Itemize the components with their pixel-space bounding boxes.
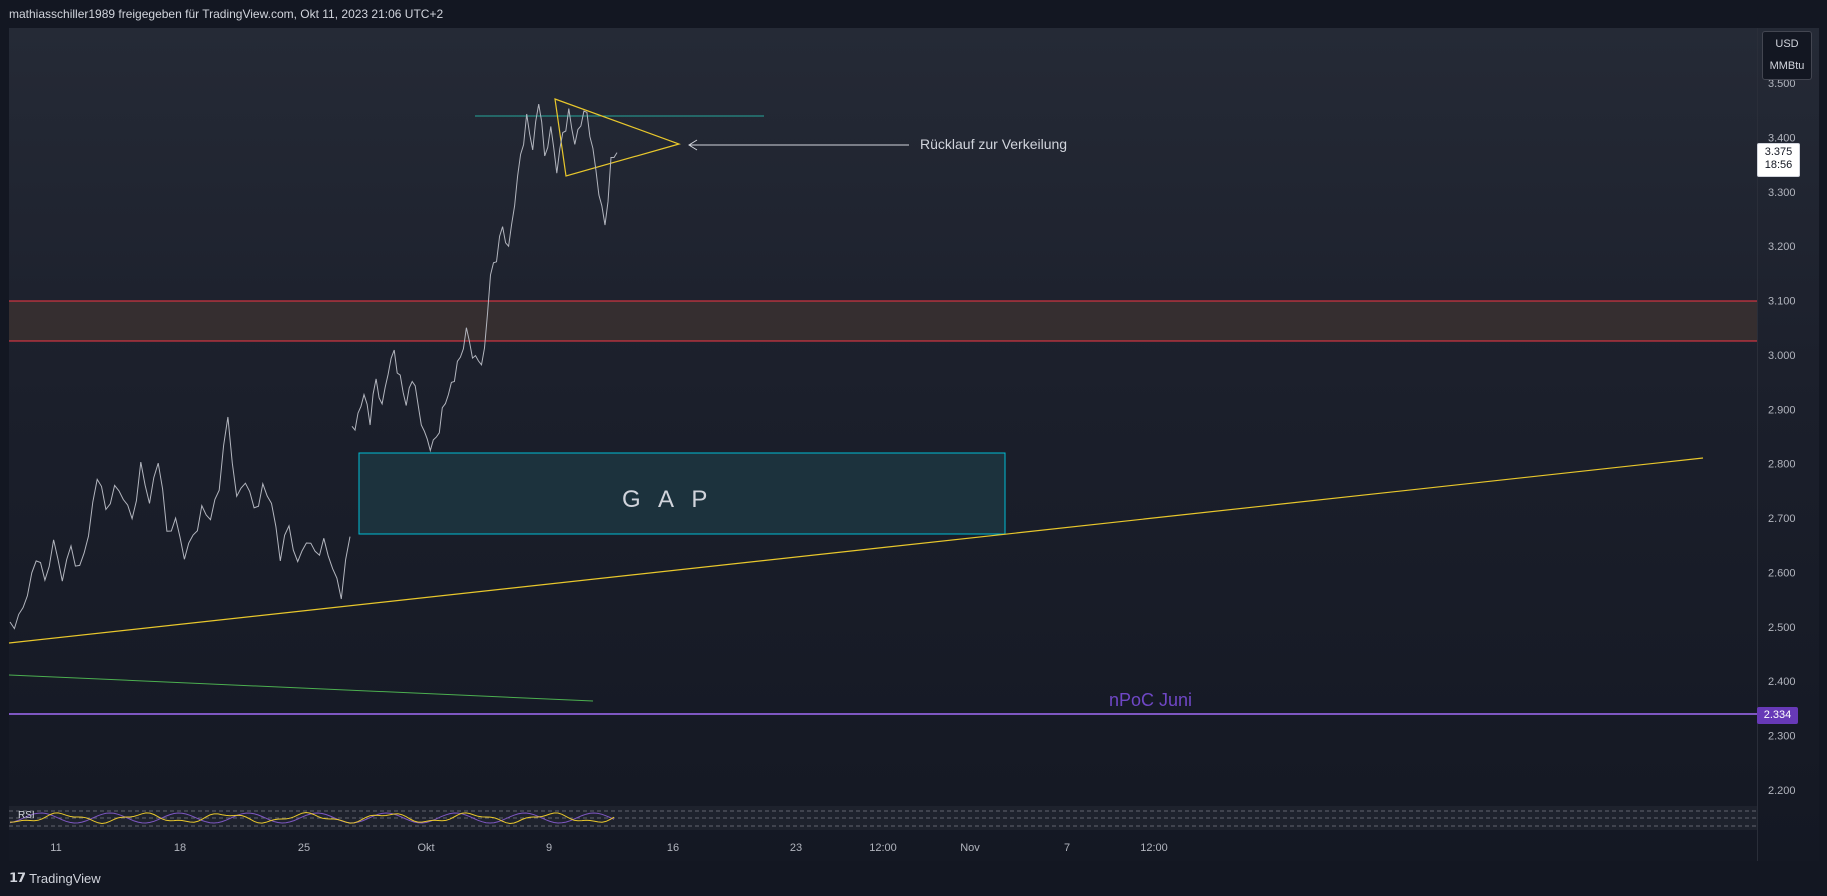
currency-label: USD (1775, 38, 1799, 50)
price-series-segment-2[interactable] (351, 104, 618, 453)
unit-label: MMBtu (1769, 60, 1805, 72)
x-tick-label: 25 (298, 842, 310, 854)
current-price-tag: 3.375 18:56 (1757, 143, 1800, 177)
y-tick-label: 2.400 (1768, 676, 1796, 688)
triangle-pattern[interactable] (554, 98, 681, 177)
resistance-zone[interactable] (9, 301, 1757, 341)
x-tick-label: 11 (50, 842, 61, 854)
bar-countdown: 18:56 (1764, 159, 1793, 171)
y-tick-label: 2.900 (1768, 404, 1796, 416)
x-tick-label: 16 (667, 842, 679, 854)
y-tick-label: 3.400 (1768, 132, 1796, 144)
y-tick-label: 2.300 (1768, 731, 1796, 743)
y-tick-label: 2.600 (1768, 567, 1796, 579)
y-tick-label: 2.500 (1768, 622, 1796, 634)
publisher-caption: mathiasschiller1989 freigegeben für Trad… (9, 7, 444, 21)
rsi-indicator-label[interactable]: RSI (18, 810, 35, 821)
tradingview-brand[interactable]: 𝟭𝟳 TradingView (9, 870, 101, 886)
gap-box[interactable] (358, 452, 1006, 535)
y-tick-label: 2.800 (1768, 459, 1796, 471)
tradingview-logo-icon: 𝟭𝟳 (9, 870, 26, 885)
rsi-pane[interactable] (9, 806, 1757, 830)
annotation-rucklauf[interactable]: Rücklauf zur Verkeilung (920, 136, 1068, 152)
rsi-line (9, 811, 615, 825)
ascending-trendline[interactable] (8, 457, 1704, 644)
y-tick-label: 3.100 (1768, 296, 1796, 308)
x-tick-label: 12:00 (869, 842, 897, 854)
x-tick-label: 18 (174, 842, 186, 854)
arrow-annotation[interactable] (688, 139, 909, 151)
annotation-npoc[interactable]: nPoC Juni (1109, 690, 1193, 710)
x-tick-label: 23 (790, 842, 802, 854)
y-tick-label: 3.300 (1768, 187, 1796, 199)
x-tick-label: Nov (960, 842, 980, 854)
annotation-gap[interactable]: G A P (622, 486, 714, 513)
x-tick-label: 9 (546, 842, 552, 854)
x-tick-label: Okt (417, 842, 434, 854)
y-tick-label: 2.200 (1768, 785, 1796, 797)
current-price-value: 3.375 (1764, 146, 1793, 158)
x-tick-label: 7 (1064, 842, 1070, 854)
chart-pane[interactable] (9, 28, 1757, 861)
y-tick-label: 3.500 (1768, 78, 1796, 90)
currency-unit-selector[interactable]: USD MMBtu (1762, 31, 1812, 80)
y-tick-label: 2.700 (1768, 513, 1796, 525)
price-series-segment-1[interactable] (9, 416, 351, 630)
chart-header: mathiasschiller1989 freigegeben für Trad… (0, 0, 1827, 28)
green-trendline[interactable] (8, 674, 594, 702)
npoc-price-tag: 2.334 (1757, 707, 1798, 724)
brand-label: TradingView (29, 870, 101, 886)
y-tick-label: 3.200 (1768, 241, 1796, 253)
x-tick-label: 12:00 (1140, 842, 1168, 854)
footer-bar (0, 861, 1827, 896)
y-tick-label: 3.000 (1768, 350, 1796, 362)
